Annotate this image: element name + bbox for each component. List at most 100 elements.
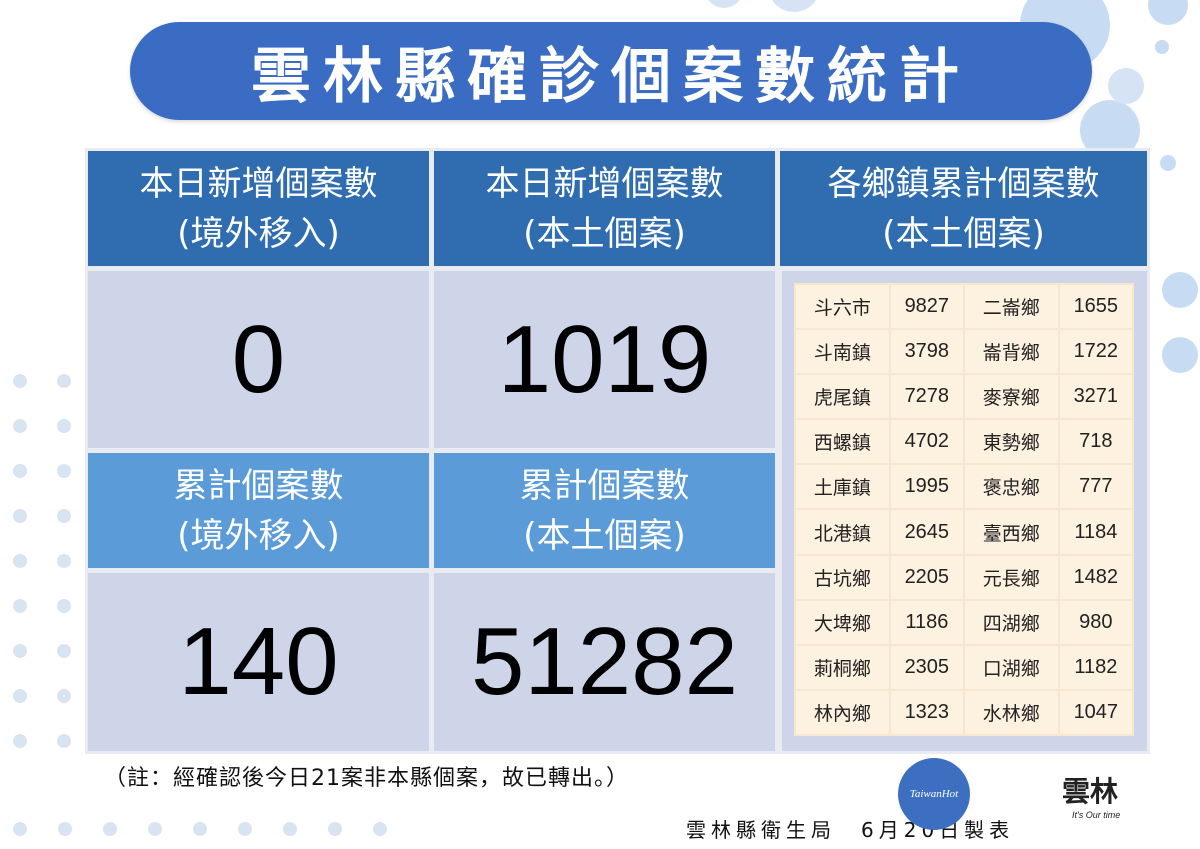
town-row: 斗六市 9827 二崙鄉 1655 [796,285,1132,329]
header-cum-local-line2: (本土個案) [523,515,686,556]
decorative-dot [57,509,71,523]
town-name: 水林鄉 [964,690,1058,734]
decorative-circle [1162,272,1198,308]
town-count: 1186 [890,600,963,644]
decorative-dot [13,644,27,658]
towns-table: 斗六市 9827 二崙鄉 1655 斗南鎮 3798 崙背鄉 1722 虎尾鎮 7278 麥寮鄉 32… [794,283,1134,736]
header-towns-line1: 各鄉鎮累計個案數 [827,163,1100,204]
decorative-dot [57,644,71,658]
decorative-circle [1108,68,1144,104]
value-cum-imported: 140 [88,573,429,751]
town-count: 4702 [890,420,963,464]
taiwanhot-logo-text: TaiwanHot [909,788,959,800]
decorative-dot [57,374,71,388]
decorative-dot [57,419,71,433]
decorative-dot [57,689,71,703]
town-count: 718 [1059,420,1132,464]
town-name: 東勢鄉 [964,420,1058,464]
header-new-local: 本日新增個案數 (本土個案) [434,151,775,266]
town-name: 土庫鎮 [796,465,889,509]
town-name: 斗六市 [796,285,889,329]
header-new-imported: 本日新增個案數 (境外移入) [88,151,429,266]
town-row: 斗南鎮 3798 崙背鄉 1722 [796,330,1132,374]
decorative-circle [705,0,743,8]
towns-table-body: 斗六市 9827 二崙鄉 1655 斗南鎮 3798 崙背鄉 1722 虎尾鎮 7278 麥寮鄉 32… [796,285,1132,734]
town-count: 1655 [1059,285,1132,329]
footer-credit: 雲林縣衛生局 6月20日製表 [686,818,1015,842]
header-new-local-line1: 本日新增個案數 [485,163,724,204]
decorative-dot [57,599,71,613]
header-cum-imported-line2: (境外移入) [177,515,340,556]
town-count: 1047 [1059,690,1132,734]
yunlin-logo: 雲林 It's Our time [1062,770,1192,836]
header-new-imported-line2: (境外移入) [177,213,340,254]
page-title: 雲林縣確診個案數統計 [251,41,971,112]
decorative-dot [13,464,27,478]
town-name: 北港鎮 [796,510,889,554]
decorative-dot [373,822,387,836]
decorative-dot [13,419,27,433]
town-name: 西螺鎮 [796,420,889,464]
decorative-dot [13,599,27,613]
yunlin-logo-mark: 雲林 [1062,775,1119,808]
town-row: 虎尾鎮 7278 麥寮鄉 3271 [796,375,1132,419]
value-new-local: 1019 [434,271,775,448]
town-name: 麥寮鄉 [964,375,1058,419]
town-count: 9827 [890,285,963,329]
town-name: 口湖鄉 [964,645,1058,689]
town-count: 1184 [1059,510,1132,554]
town-row: 北港鎮 2645 臺西鄉 1184 [796,510,1132,554]
decorative-dot [283,822,297,836]
decorative-dot [13,554,27,568]
town-name: 元長鄉 [964,555,1058,599]
value-cum-local-number: 51282 [471,608,738,715]
header-new-imported-line1: 本日新增個案數 [139,163,378,204]
town-name: 虎尾鎮 [796,375,889,419]
decorative-dot [328,822,342,836]
header-new-local-line2: (本土個案) [523,213,686,254]
town-row: 莿桐鄉 2305 口湖鄉 1182 [796,645,1132,689]
decorative-dot [13,509,27,523]
decorative-dot [193,822,207,836]
town-name: 四湖鄉 [964,600,1058,644]
town-name: 斗南鎮 [796,330,889,374]
decorative-dot [57,464,71,478]
decorative-dot [13,374,27,388]
town-count: 1323 [890,690,963,734]
town-row: 古坑鄉 2205 元長鄉 1482 [796,555,1132,599]
town-count: 1182 [1059,645,1132,689]
decorative-dot [13,734,27,748]
town-row: 林內鄉 1323 水林鄉 1047 [796,690,1132,734]
value-new-imported: 0 [88,271,429,448]
header-cum-local-line1: 累計個案數 [519,465,690,506]
decorative-dot [103,822,117,836]
decorative-circle [1162,337,1198,373]
town-count: 2305 [890,645,963,689]
town-count: 2205 [890,555,963,599]
town-count: 7278 [890,375,963,419]
header-cum-imported-line1: 累計個案數 [173,465,344,506]
town-name: 古坑鄉 [796,555,889,599]
value-new-imported-number: 0 [231,305,286,413]
town-count: 1995 [890,465,963,509]
header-towns-line2: (本土個案) [882,213,1045,254]
town-name: 褒忠鄉 [964,465,1058,509]
town-row: 西螺鎮 4702 東勢鄉 718 [796,420,1132,464]
town-name: 臺西鄉 [964,510,1058,554]
header-towns: 各鄉鎮累計個案數 (本土個案) [780,151,1147,266]
town-name: 二崙鄉 [964,285,1058,329]
yunlin-logo-slogan: It's Our time [1072,810,1121,820]
town-name: 大埤鄉 [796,600,889,644]
decorative-circle [768,0,820,12]
town-count: 980 [1059,600,1132,644]
decorative-dot [57,734,71,748]
decorative-dot [13,822,27,836]
decorative-dot [58,822,72,836]
decorative-circle [1155,40,1169,54]
town-count: 777 [1059,465,1132,509]
title-banner: 雲林縣確診個案數統計 [130,22,1092,120]
value-cum-local: 51282 [434,573,775,751]
decorative-circle [1148,0,1188,25]
decorative-dot [13,689,27,703]
town-row: 大埤鄉 1186 四湖鄉 980 [796,600,1132,644]
